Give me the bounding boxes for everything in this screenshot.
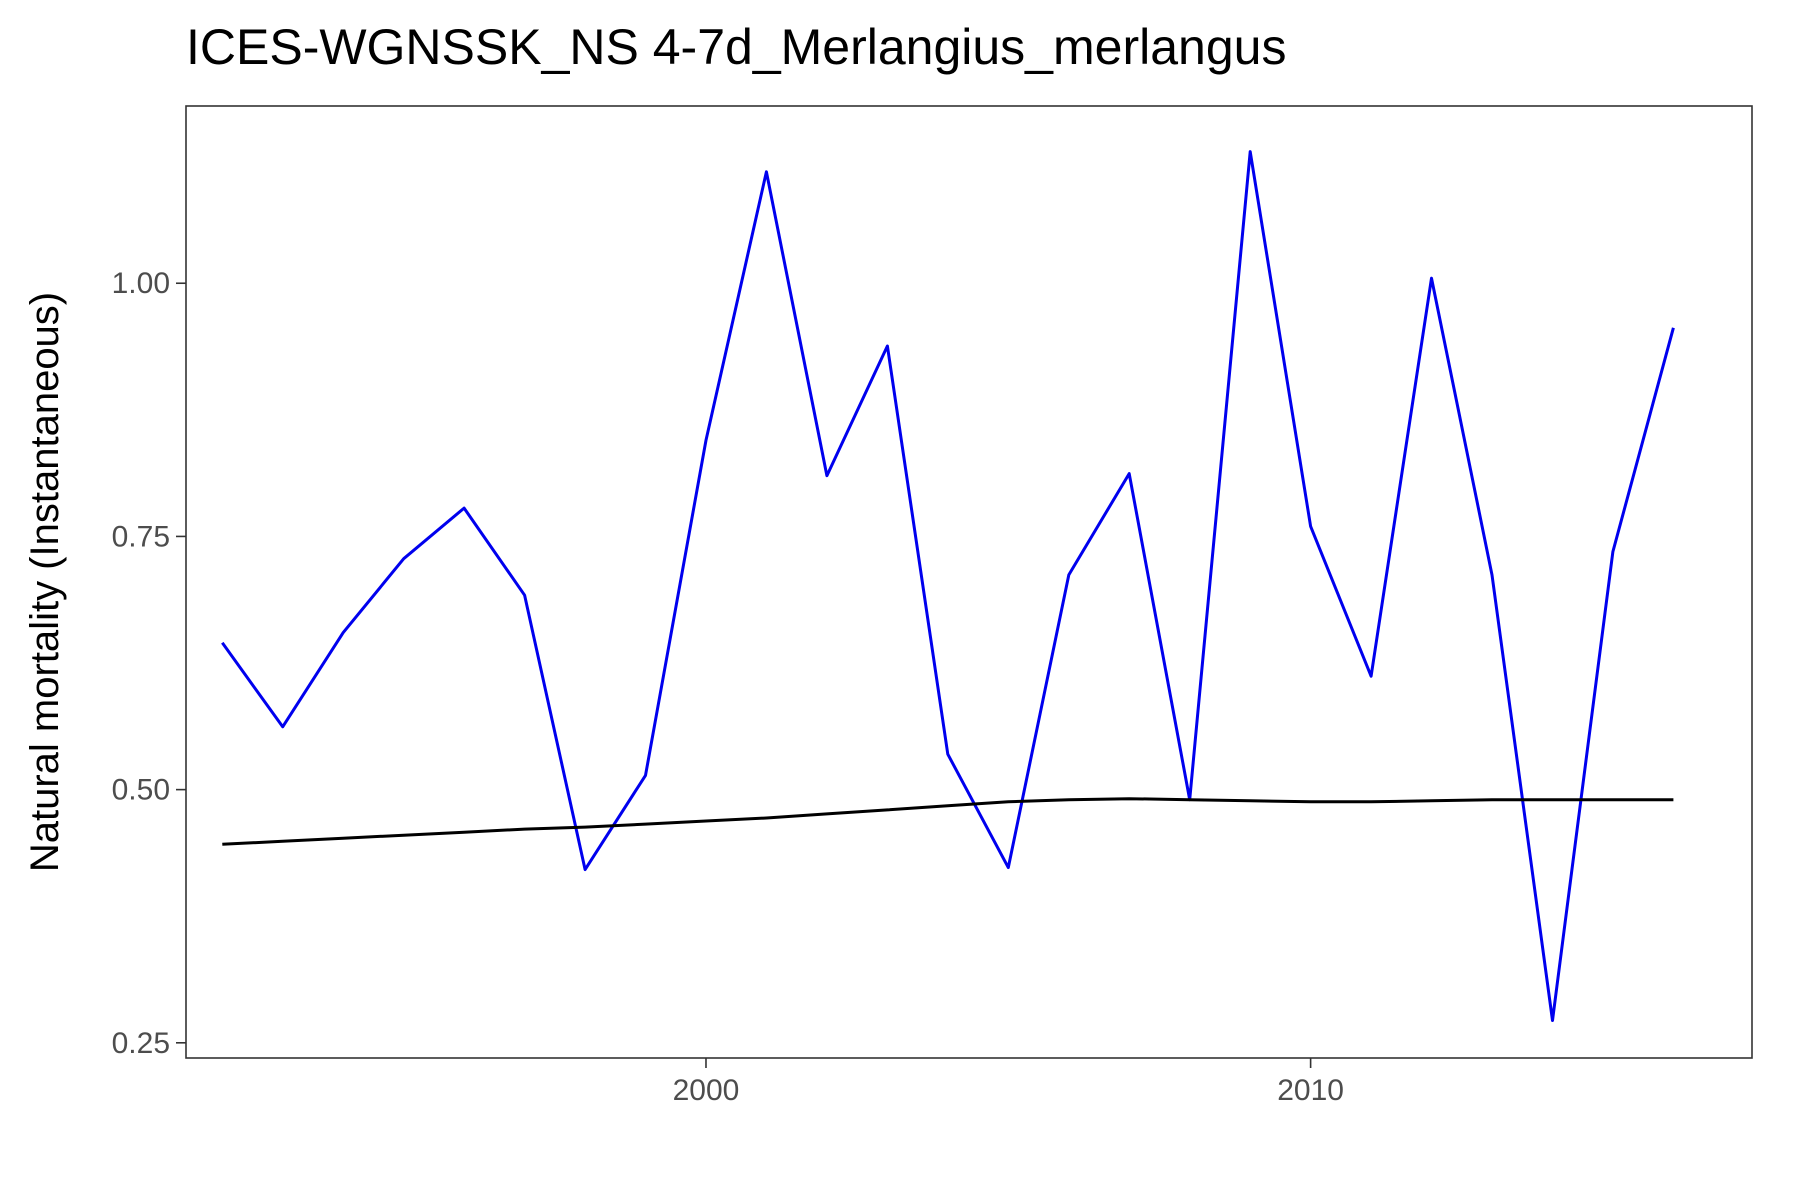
- y-tick-label: 0.25: [112, 1027, 170, 1060]
- x-tick-label: 2000: [673, 1074, 740, 1107]
- x-axis: 2000 2010: [673, 1058, 1344, 1107]
- y-tick-label: 0.50: [112, 774, 170, 807]
- chart-title: ICES-WGNSSK_NS 4-7d_Merlangius_merlangus: [186, 19, 1287, 75]
- plot-panel-border: [185, 105, 1753, 1059]
- series-line-2: [222, 797, 1674, 846]
- x-tick-label: 2010: [1277, 1074, 1344, 1107]
- y-tick-label: 1.00: [112, 267, 170, 300]
- series-line-1: [221, 150, 1675, 1022]
- y-axis: 0.25 0.50 0.75 1.00: [112, 267, 186, 1060]
- series-layer: [221, 150, 1675, 1022]
- y-tick-label: 0.75: [112, 520, 170, 553]
- y-axis-title: Natural mortality (Instantaneous): [23, 292, 67, 872]
